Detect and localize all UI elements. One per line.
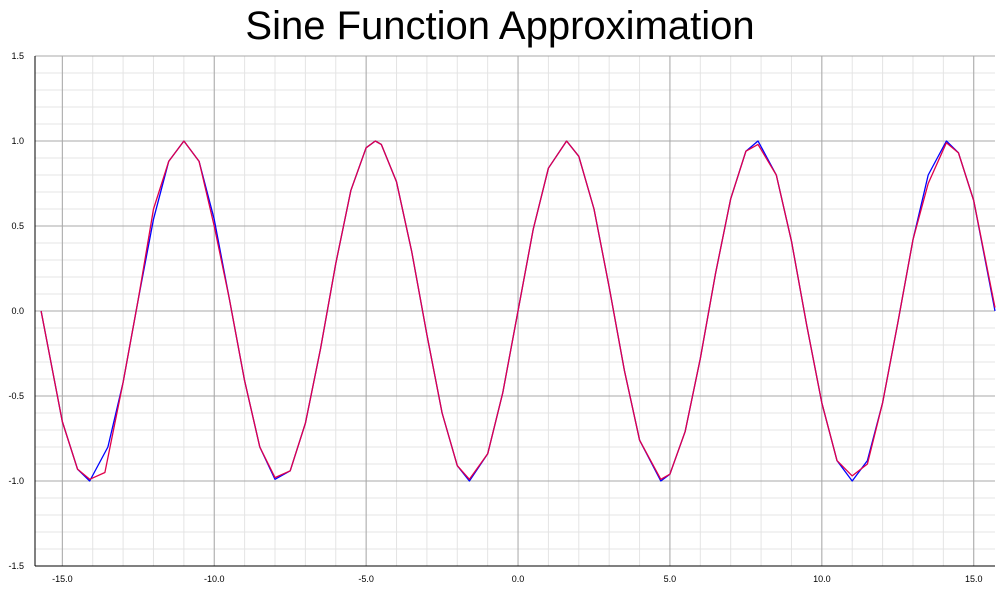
y-tick-label: 1.0	[11, 136, 24, 146]
chart-title: Sine Function Approximation	[245, 4, 755, 48]
y-tick-label: 1.5	[11, 51, 24, 61]
axes	[34, 56, 995, 567]
y-tick-label: -1.0	[8, 476, 24, 486]
x-tick-label: -5.0	[358, 574, 374, 584]
x-tick-label: 10.0	[813, 574, 831, 584]
y-tick-label: -1.5	[8, 561, 24, 571]
series-lines	[40, 140, 996, 482]
y-tick-labels: 1.5 1.0 0.5 0.0 -0.5 -1.0 -1.5	[8, 51, 24, 571]
x-tick-label: -15.0	[52, 574, 73, 584]
y-tick-label: -0.5	[8, 391, 24, 401]
x-tick-label: -10.0	[204, 574, 225, 584]
y-tick-label: 0.5	[11, 221, 24, 231]
y-tick-label: 0.0	[11, 306, 24, 316]
x-tick-label: 0.0	[512, 574, 525, 584]
x-tick-label: 15.0	[965, 574, 983, 584]
x-tick-labels: -15.0 -10.0 -5.0 0.0 5.0 10.0 15.0	[52, 574, 982, 584]
series-line-2	[40, 140, 996, 480]
x-tick-label: 5.0	[664, 574, 677, 584]
major-gridlines	[35, 55, 995, 567]
